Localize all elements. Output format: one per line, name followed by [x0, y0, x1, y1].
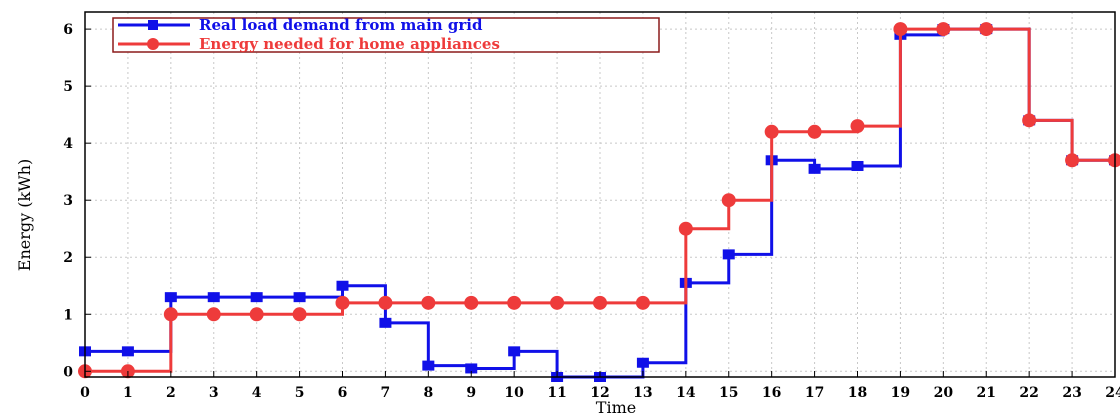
- y-tick-label-1: 1: [63, 307, 73, 323]
- point-series1-x14: [678, 221, 693, 236]
- point-series0-x1: [121, 346, 134, 357]
- point-series0-x17: [808, 163, 821, 174]
- point-series1-x3: [206, 307, 221, 322]
- legend-box: [112, 17, 660, 53]
- point-series0-x15: [722, 249, 735, 260]
- point-series1-x2: [163, 307, 178, 322]
- point-series1-x19: [893, 22, 908, 37]
- point-series0-x4: [250, 292, 263, 303]
- point-series1-x11: [550, 295, 565, 310]
- point-series0-x2: [164, 292, 177, 303]
- point-series1-x15: [721, 193, 736, 208]
- x-tick-label-3: 3: [209, 385, 219, 401]
- point-series1-x7: [378, 295, 393, 310]
- legend: Real load demand from main grid Energy n…: [112, 16, 660, 53]
- series-layer: [78, 22, 1120, 382]
- x-tick-label-21: 21: [977, 385, 996, 401]
- grid-lines: [84, 12, 1116, 377]
- point-series1-x6: [335, 295, 350, 310]
- y-tick-label-5: 5: [63, 79, 73, 95]
- x-tick-label-6: 6: [338, 385, 348, 401]
- point-series0-x8: [422, 360, 435, 371]
- series-line-1: [85, 27, 1115, 373]
- x-tick-label-12: 12: [590, 385, 609, 401]
- point-series1-x10: [507, 295, 522, 310]
- x-tick-label-19: 19: [891, 385, 910, 401]
- x-tick-label-11: 11: [547, 385, 566, 401]
- x-tick-label-17: 17: [805, 385, 824, 401]
- x-tick-label-18: 18: [848, 385, 867, 401]
- x-tick-label-13: 13: [633, 385, 652, 401]
- point-series1-x4: [249, 307, 264, 322]
- x-tick-label-24: 24: [1105, 385, 1120, 401]
- y-tick-label-4: 4: [63, 136, 73, 152]
- legend-label-real-load: Real load demand from main grid: [199, 16, 483, 34]
- point-series1-x12: [593, 295, 607, 310]
- x-tick-label-23: 23: [1062, 385, 1081, 401]
- point-series1-x18: [850, 119, 865, 134]
- point-series1-x5: [292, 307, 307, 322]
- point-series1-x17: [807, 124, 822, 139]
- x-tick-label-22: 22: [1019, 385, 1038, 401]
- y-axis-title: Energy (kWh): [15, 159, 34, 271]
- x-tick-label-9: 9: [466, 385, 476, 401]
- plot-frame: [84, 11, 1116, 378]
- x-tick-label-4: 4: [252, 385, 262, 401]
- y-tick-label-2: 2: [63, 250, 73, 266]
- point-series0-x7: [379, 317, 392, 328]
- legend-marker-circle: [147, 38, 159, 50]
- x-tick-label-7: 7: [381, 385, 391, 401]
- point-series1-x13: [635, 295, 650, 310]
- point-series0-x5: [293, 292, 306, 303]
- legend-label-appliances: Energy needed for home appliances: [199, 35, 500, 53]
- point-series1-x20: [936, 22, 951, 37]
- x-tick-label-5: 5: [295, 385, 305, 401]
- point-series1-x22: [1022, 113, 1037, 128]
- x-tick-label-2: 2: [166, 385, 176, 401]
- point-series1-x24: [1108, 153, 1120, 168]
- x-tick-label-20: 20: [934, 385, 954, 401]
- y-tick-label-6: 6: [63, 22, 73, 38]
- x-tick-label-1: 1: [123, 385, 133, 401]
- x-tick-label-14: 14: [676, 385, 696, 401]
- x-tick-label-10: 10: [504, 385, 524, 401]
- x-tick-label-15: 15: [719, 385, 738, 401]
- point-series1-x23: [1065, 153, 1080, 168]
- point-series0-x18: [851, 160, 864, 171]
- x-axis-title: Time: [596, 398, 636, 414]
- point-series1-x16: [764, 124, 779, 139]
- x-tick-label-8: 8: [423, 385, 433, 401]
- x-tick-label-16: 16: [762, 385, 781, 401]
- point-series0-x3: [207, 292, 220, 303]
- point-series0-x10: [508, 346, 521, 357]
- point-series1-x9: [464, 295, 479, 310]
- y-tick-label-0: 0: [63, 364, 73, 380]
- legend-marker-square: [148, 20, 158, 30]
- point-series1-x21: [979, 22, 994, 37]
- point-series0-x6: [336, 280, 349, 291]
- x-tick-label-0: 0: [80, 385, 90, 401]
- point-series0-x13: [636, 357, 649, 368]
- point-series0-x9: [465, 363, 478, 374]
- y-tick-label-3: 3: [63, 193, 73, 209]
- tick-labels: 0 1 2 3 4 5 6 7 8 9 10 11 12 13 14 15 16 17 18 19 20 21 22 23 24…: [63, 22, 1120, 401]
- point-series1-x8: [421, 295, 436, 310]
